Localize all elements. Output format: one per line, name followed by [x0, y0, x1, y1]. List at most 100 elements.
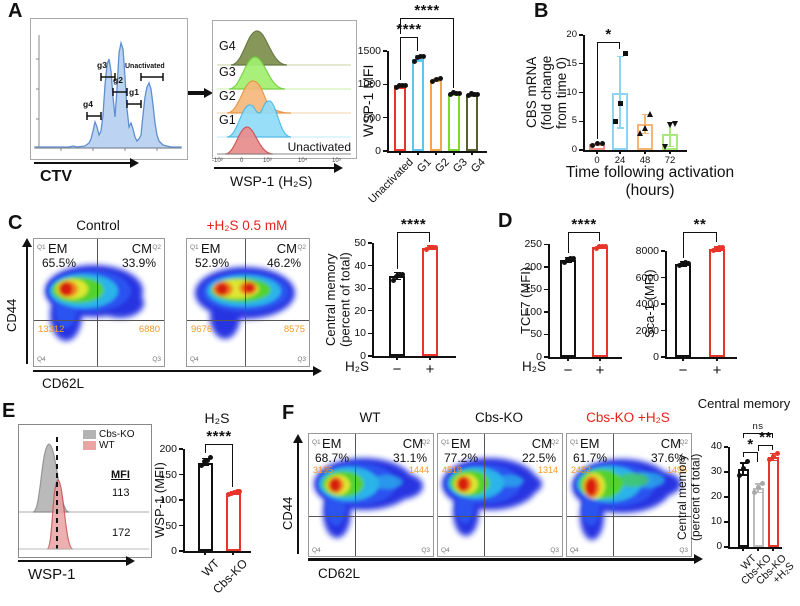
sig-bracket-leg: [771, 433, 773, 438]
em-label: EM: [451, 436, 471, 451]
y-tick-label: 20: [566, 29, 577, 40]
sig-bracket-leg: [397, 232, 399, 269]
x-axis: [728, 547, 782, 549]
y-tick: [544, 288, 548, 291]
data-point: [393, 273, 399, 279]
sig-bracket-leg: [683, 232, 685, 258]
error-cap: [564, 261, 572, 263]
sig-bracket-leg: [715, 232, 717, 243]
error-cap: [739, 474, 747, 476]
sig-label: ****: [396, 21, 422, 38]
y-tick-label: 0: [571, 144, 577, 155]
y-tick-label: 20: [710, 491, 722, 502]
data-point: [393, 85, 399, 91]
chart-title: H₂S: [204, 410, 230, 426]
y-tick: [383, 83, 387, 86]
sig-bracket: [568, 232, 600, 234]
ctv-x-axis-label: CTV: [40, 168, 72, 185]
data-point: [713, 245, 719, 251]
error-cap: [666, 145, 674, 148]
data-point: [622, 50, 628, 56]
y-tick: [724, 471, 728, 473]
y-tick-label: 20: [354, 304, 366, 317]
x-tick: [682, 357, 684, 361]
flow-arrow: [188, 91, 206, 95]
x-label: −: [392, 361, 402, 378]
x-tick: [435, 151, 437, 155]
flow-plot-cbsko-h2s: Q1 Q2 Q4 Q3 EM CM 61.7% 37.6% 2452 1495: [566, 433, 692, 557]
quadrant-vline: [484, 434, 485, 556]
x-label: 24: [614, 155, 626, 166]
ridge-label-g4: G4: [219, 39, 236, 53]
x-tick: [669, 150, 671, 154]
sig-bracket-leg: [597, 42, 599, 140]
data-point: [676, 263, 682, 269]
cm-label: CM: [131, 241, 152, 256]
data-point: [736, 473, 742, 478]
y-tick: [179, 499, 183, 501]
data-point: [770, 453, 776, 459]
ridge-label-g3: G3: [219, 65, 236, 79]
ctv-histogram: [34, 35, 182, 151]
quadrant-label-q4: Q4: [312, 547, 321, 554]
y-tick-label: 0: [536, 351, 542, 363]
f-x-axis-arrowhead: [694, 554, 703, 564]
bar-G2: [430, 80, 442, 151]
x-tick: [399, 151, 401, 155]
wsp1-ridge-plot: G4 G3 G2 G1 Unactivated: [212, 20, 357, 159]
data-point: [399, 271, 405, 277]
x-axis: [548, 357, 622, 359]
ridge-xtick: 10⁵: [332, 158, 342, 164]
data-point: [414, 54, 420, 60]
y-axis: [665, 251, 667, 357]
c-y-axis-label: CD44: [4, 298, 19, 332]
flow-title-cbsko-h2s: Cbs-KO +H₂S: [586, 410, 670, 425]
quadrant-label-q1: Q1: [37, 244, 46, 251]
quadrant-label-q3: Q3: [679, 547, 688, 554]
data-point: [740, 466, 746, 471]
error-cap: [679, 265, 687, 267]
ridge-label-unactivated: Unactivated: [287, 140, 351, 154]
bar-−: [675, 264, 691, 357]
bar-−: [389, 276, 405, 356]
ridge-xtick: -10³: [212, 158, 223, 164]
gate-markers: [86, 73, 164, 120]
data-point: [228, 491, 234, 497]
x-axis: [387, 151, 487, 153]
quadrant-hline: [438, 516, 562, 517]
data-point: [417, 53, 423, 59]
y-tick-label: 200: [524, 260, 542, 273]
gate-label-g2: g2: [113, 75, 123, 85]
cm-percentage: 37.6%: [650, 451, 685, 465]
y-tick: [579, 34, 583, 36]
f-y-axis-label: CD44: [280, 496, 295, 530]
sca1-bar-chart: 0 2000 4000 6000 8000 Sca-1 (MFI) ** − +: [636, 206, 764, 406]
y-tick-label: 30: [354, 282, 366, 295]
flow-title-cbsko: Cbs-KO: [474, 410, 523, 425]
flow-title-h2s: +H₂S 0.5 mM: [206, 218, 288, 233]
sig-bracket: [400, 37, 418, 39]
y-axis: [548, 244, 550, 357]
bar-+: [592, 246, 608, 357]
count-right: 8575: [283, 324, 305, 335]
y-tick: [724, 521, 728, 523]
data-point: [447, 91, 453, 97]
flow-plot-cbsko: Q1 Q2 Q4 Q3 EM CM 77.2% 22.5% 4519 1314: [437, 433, 563, 557]
data-point: [390, 277, 396, 283]
y-tick-label: 30: [710, 466, 722, 477]
bar-G4: [466, 94, 478, 151]
x-tick: [596, 150, 598, 154]
ridge-xtick: 0: [240, 158, 244, 164]
y-tick: [544, 311, 548, 313]
error-cap: [393, 278, 401, 281]
data-point: [468, 91, 474, 97]
central-memory-c-bar-chart: 0 10 20 30 40 50 Central memory (percent of tot…: [323, 206, 475, 406]
data-point: [402, 82, 408, 88]
x-axis: [183, 551, 251, 553]
sig-bracket-leg: [756, 452, 758, 462]
data-point: [594, 140, 600, 146]
count-right: 1495: [666, 465, 687, 475]
y-axis: [387, 51, 389, 151]
data-point: [685, 260, 691, 266]
bar-Cbs-KO: [752, 488, 764, 547]
